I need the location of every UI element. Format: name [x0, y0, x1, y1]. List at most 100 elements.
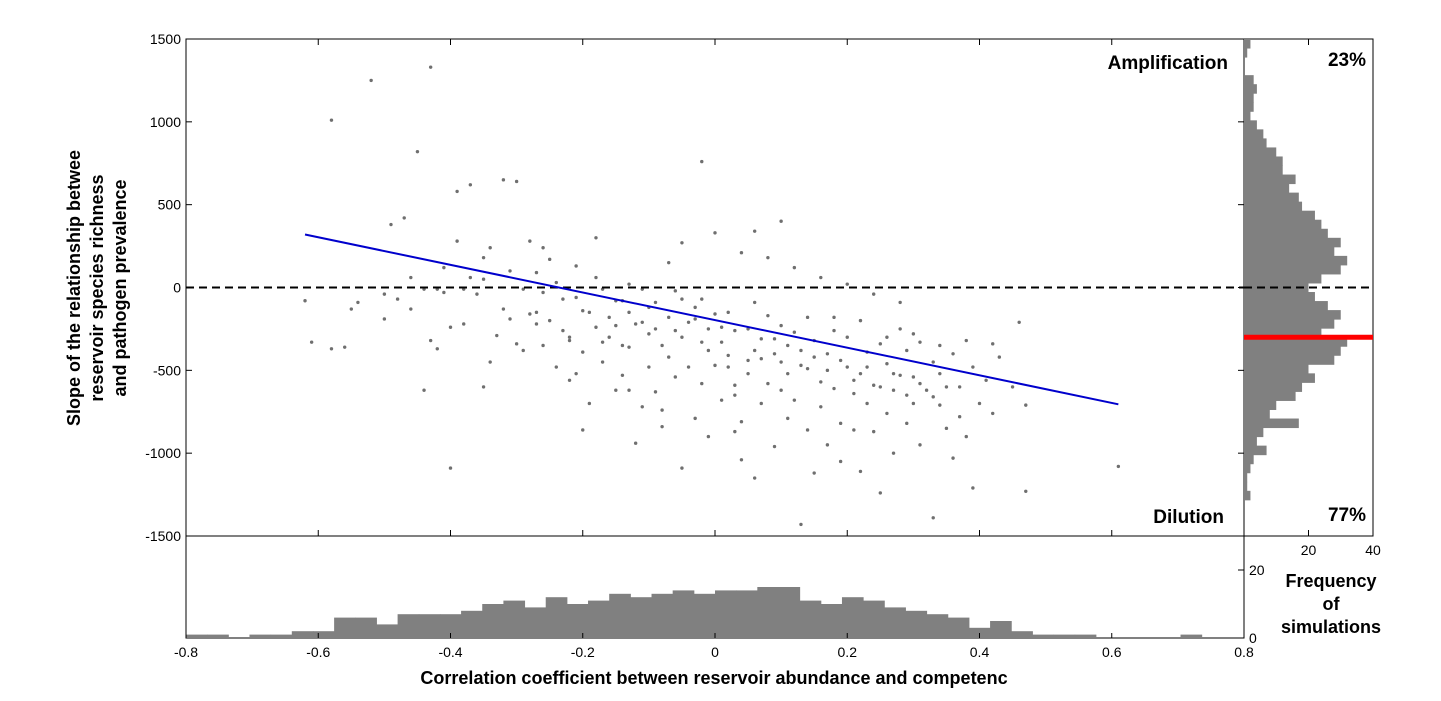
x-histogram-bar — [609, 593, 631, 638]
data-point — [495, 333, 499, 338]
y-histogram-bar — [1244, 156, 1283, 167]
x-histogram-bar — [1032, 634, 1055, 638]
data-point — [667, 315, 671, 320]
y-histogram-bar — [1244, 364, 1309, 374]
data-point — [528, 312, 532, 316]
x-axis: -0.8 -0.6 -0.4 -0.2 0 0.2 0.4 0.6 0.8 — [174, 633, 1254, 660]
data-point — [759, 337, 763, 341]
x-histogram-bar — [588, 600, 610, 638]
frequency-tick-label: 20 — [1301, 542, 1317, 558]
data-point — [779, 323, 783, 328]
data-point — [607, 315, 611, 320]
data-point — [653, 327, 658, 331]
data-point — [891, 371, 896, 376]
data-point — [713, 231, 717, 235]
data-point — [924, 388, 929, 392]
x-histogram-bar — [1053, 634, 1076, 638]
data-point — [951, 456, 955, 460]
data-point — [686, 365, 691, 369]
y-histogram-bar — [1244, 292, 1315, 302]
data-point — [746, 358, 750, 363]
x-histogram-count-axis: 0 20 — [1238, 562, 1265, 646]
data-point — [819, 405, 823, 409]
data-point — [905, 348, 909, 353]
x-histogram-bar — [672, 590, 695, 638]
data-point — [1024, 403, 1028, 407]
data-point — [918, 340, 922, 344]
y-histogram-bar — [1244, 138, 1267, 148]
data-point — [667, 355, 671, 359]
data-point — [700, 159, 704, 164]
data-point — [660, 343, 664, 348]
data-point — [838, 358, 843, 363]
y-histogram-bar — [1244, 201, 1303, 212]
y-histogram-bar — [1244, 346, 1341, 356]
data-point — [931, 395, 935, 399]
data-point — [719, 340, 724, 344]
data-point — [805, 366, 810, 371]
data-point — [541, 343, 545, 348]
y-histogram-bar — [1244, 165, 1283, 176]
data-point — [680, 466, 684, 470]
data-point — [627, 282, 631, 286]
data-point — [382, 292, 387, 296]
data-point — [838, 421, 843, 426]
y-histogram-count-axis: 20 40 — [1301, 39, 1381, 558]
y-histogram-bar — [1244, 129, 1264, 139]
data-point — [627, 310, 631, 315]
data-point — [957, 385, 962, 389]
x-tick-label: -0.8 — [174, 644, 198, 660]
data-point — [594, 325, 598, 329]
y-histogram-bar — [1244, 472, 1248, 483]
data-point — [640, 405, 644, 409]
y-histogram-bar — [1244, 337, 1348, 347]
x-histogram-panel: -0.8 -0.6 -0.4 -0.2 0 0.2 0.4 0.6 0.8 0 20 — [174, 535, 1265, 660]
count-tick-label: 0 — [1249, 630, 1257, 646]
data-point — [706, 434, 711, 439]
y-histogram-bar — [1244, 147, 1277, 157]
data-point — [627, 388, 631, 392]
data-point — [825, 368, 830, 373]
data-point — [891, 388, 896, 392]
y-histogram-bar — [1244, 310, 1341, 320]
y-tick-label: -1000 — [145, 445, 181, 461]
y-histogram-bar — [1244, 102, 1254, 112]
data-point — [977, 401, 982, 406]
data-point — [865, 401, 869, 406]
data-point — [369, 78, 373, 83]
data-point — [845, 335, 849, 339]
x-histogram-bar — [799, 600, 822, 638]
x-histogram-bar — [566, 604, 589, 638]
data-point — [752, 348, 757, 353]
data-point — [997, 355, 1002, 359]
x-histogram-bar — [334, 617, 356, 638]
x-histogram-bar — [312, 631, 335, 638]
x-histogram-bar — [397, 614, 420, 638]
y-histogram-bar — [1244, 382, 1303, 392]
data-point — [852, 391, 856, 396]
data-point — [528, 239, 532, 243]
y-histogram-bar — [1244, 301, 1328, 311]
y-histogram-bar — [1244, 255, 1348, 266]
x-histogram-bar — [418, 614, 441, 638]
frequency-tick-label: 40 — [1365, 542, 1381, 558]
y-histogram-bar — [1244, 237, 1341, 248]
x-histogram-bar — [1011, 631, 1033, 638]
y-histogram-bar — [1244, 418, 1299, 429]
data-point — [1017, 320, 1021, 324]
y-histogram-bar — [1244, 328, 1322, 338]
y-tick-label: 1500 — [150, 31, 181, 47]
data-point — [878, 385, 883, 389]
x-tick-label: 0.4 — [970, 644, 990, 660]
data-point — [786, 343, 790, 348]
data-point — [693, 317, 697, 321]
data-point — [706, 327, 711, 331]
data-point — [409, 275, 413, 280]
data-point — [938, 343, 942, 348]
data-point — [931, 516, 935, 520]
x-histogram-bar — [482, 604, 504, 638]
data-point — [547, 257, 552, 262]
data-point — [561, 328, 565, 333]
data-point — [640, 320, 644, 324]
percent-above-label: 23% — [1328, 50, 1366, 71]
